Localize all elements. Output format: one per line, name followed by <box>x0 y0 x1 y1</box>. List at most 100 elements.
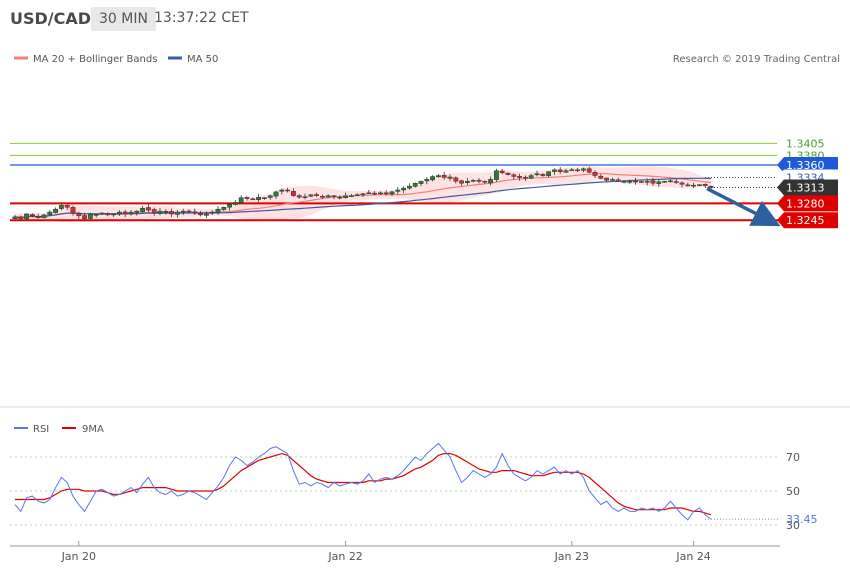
candle <box>650 177 656 186</box>
time-axis: Jan 20 Jan 22 Jan 23 Jan 24 <box>10 541 780 563</box>
candle-body <box>151 209 157 214</box>
candle <box>70 205 76 216</box>
candle-body <box>59 205 64 209</box>
candle <box>476 178 482 184</box>
candle-body <box>679 182 685 185</box>
candle-body <box>325 195 331 198</box>
candle-body <box>93 214 99 216</box>
candle <box>395 186 401 195</box>
candle <box>528 173 534 180</box>
candle-body <box>70 207 76 214</box>
time-tick-label: Jan 20 <box>61 550 96 563</box>
rsi-tick-label: 70 <box>786 451 800 464</box>
candle-body <box>407 185 412 189</box>
candle <box>586 166 592 174</box>
candle-body <box>430 176 435 181</box>
chart-header: USD/CAD 30 MIN 13:37:22 CET <box>0 0 850 38</box>
candle-body <box>35 216 41 218</box>
candle-body <box>395 189 401 192</box>
candle-body <box>436 175 441 178</box>
candle <box>291 188 296 197</box>
candle <box>221 206 227 212</box>
candle-body <box>30 214 35 217</box>
candle-body <box>702 183 708 186</box>
candle <box>592 170 598 178</box>
candle <box>99 212 105 216</box>
candle-body <box>64 204 70 208</box>
candle <box>232 200 238 206</box>
candle <box>615 177 621 183</box>
candle <box>575 167 581 173</box>
rsi-line <box>14 442 712 521</box>
level-value: 1.3405 <box>786 137 825 150</box>
time-tick-label: Jan 24 <box>675 550 710 563</box>
candle <box>105 212 111 217</box>
candle <box>273 190 279 199</box>
candle <box>702 183 708 188</box>
candle-body <box>354 194 360 196</box>
candle-body <box>499 170 505 173</box>
candle <box>668 178 673 183</box>
candle-body <box>465 181 470 183</box>
candle-body <box>366 192 372 195</box>
candle <box>314 192 319 197</box>
ma50-legend-label: MA 50 <box>187 54 218 65</box>
candle-body <box>685 184 691 187</box>
candle <box>279 188 285 195</box>
level-tag <box>777 179 838 196</box>
candle-body <box>111 213 117 216</box>
candle-body <box>708 185 714 188</box>
candle <box>250 197 256 201</box>
candle <box>18 215 24 221</box>
candle-body <box>169 211 174 215</box>
candle <box>209 210 215 216</box>
forecast-arrow <box>706 186 781 227</box>
candle <box>604 177 610 183</box>
candle <box>12 214 18 220</box>
candle-body <box>517 176 523 178</box>
candle-body <box>488 179 493 184</box>
candle <box>215 206 221 215</box>
candle <box>325 194 331 198</box>
price-axis-labels: 1.34051.33801.33601.33341.33131.32801.32… <box>777 135 838 229</box>
candle <box>53 207 59 214</box>
candle <box>378 191 383 196</box>
level-tag <box>777 195 838 212</box>
candle <box>470 178 476 183</box>
candle <box>64 204 70 210</box>
candle-body <box>639 181 644 183</box>
candle-body <box>337 196 343 199</box>
rsi-legend-label: RSI <box>33 424 49 435</box>
candle-body <box>621 181 627 183</box>
candle-body <box>285 189 290 192</box>
candle <box>546 171 552 178</box>
candle <box>180 208 186 216</box>
timeframe-badge[interactable]: 30 MIN <box>91 7 156 31</box>
candle-body <box>349 195 354 197</box>
candle <box>134 210 140 216</box>
candle-body <box>453 177 459 182</box>
candle-body <box>238 197 244 204</box>
candle <box>383 190 389 196</box>
level-tag <box>777 157 838 173</box>
candle <box>494 168 499 182</box>
candle <box>621 180 627 184</box>
rsi-legend: RSI 9MA <box>14 424 104 435</box>
candle-body <box>82 215 88 219</box>
candle-body <box>128 211 134 215</box>
candle <box>285 187 290 193</box>
candle-body <box>331 195 337 197</box>
candle-body <box>644 181 650 183</box>
candle-body <box>203 213 209 216</box>
candle <box>656 179 662 187</box>
candle <box>401 186 406 194</box>
candle-body <box>662 181 668 183</box>
candle <box>488 176 493 186</box>
candle-body <box>610 179 615 181</box>
candle-body <box>140 207 145 212</box>
candle-body <box>378 192 383 195</box>
candle-body <box>534 173 540 176</box>
candle-body <box>53 208 59 213</box>
candle <box>418 180 424 187</box>
